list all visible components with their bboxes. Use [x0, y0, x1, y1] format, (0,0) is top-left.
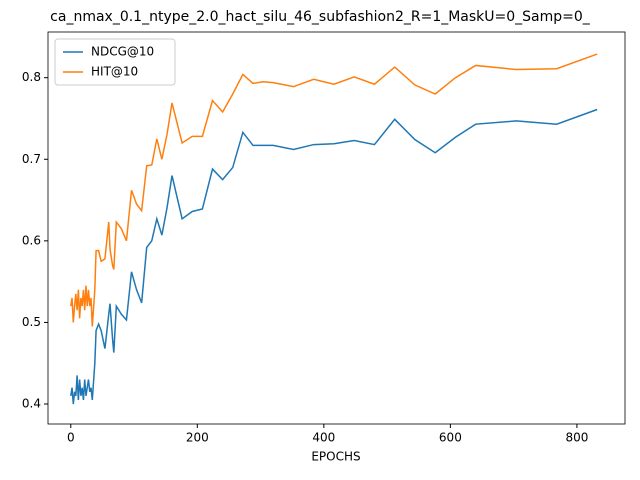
x-tick-label: 400	[312, 431, 335, 445]
x-tick-label: 0	[67, 431, 75, 445]
y-tick-label: 0.7	[22, 152, 41, 166]
y-tick-label: 0.5	[22, 315, 41, 329]
legend-label: HIT@10	[91, 65, 138, 79]
x-tick-label: 200	[186, 431, 209, 445]
series-line	[70, 53, 598, 327]
x-tick-label: 800	[565, 431, 588, 445]
legend-box	[54, 38, 176, 86]
x-tick-label: 600	[439, 431, 462, 445]
series-line	[70, 108, 598, 405]
x-axis-label: EPOCHS	[311, 450, 360, 464]
plot-frame	[47, 31, 626, 425]
y-tick-label: 0.6	[22, 233, 41, 247]
legend-label: NDCG@10	[91, 45, 154, 59]
y-tick-label: 0.8	[22, 70, 41, 84]
chart-title: ca_nmax_0.1_ntype_2.0_hact_silu_46_subfa…	[50, 9, 591, 25]
y-tick-label: 0.4	[22, 397, 41, 411]
